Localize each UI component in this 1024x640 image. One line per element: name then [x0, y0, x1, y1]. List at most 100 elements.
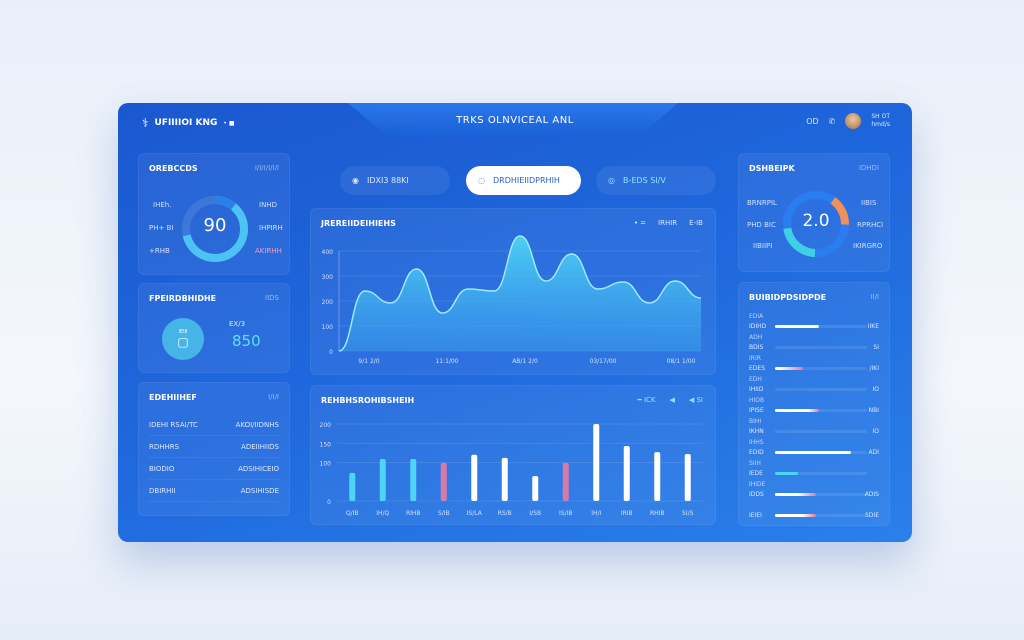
progress-item[interactable]: HIOB IPISE NBI	[749, 397, 879, 417]
y-tick-label: 300	[322, 274, 334, 281]
row-label: IDEHI RSAI/TC	[149, 421, 198, 429]
bar	[562, 462, 569, 501]
donut-label: PH+ BI	[149, 224, 174, 232]
panel-extra: I/I/I/I/I/I	[254, 164, 279, 172]
progress-sub: BIHI	[749, 418, 762, 425]
tab-label: DRDHIEIIDPRHIH	[492, 176, 560, 185]
panel-extra: I/I/I	[268, 393, 279, 401]
legend-item[interactable]: ◀	[669, 396, 675, 404]
panel-title: DSHBEIPK	[749, 164, 795, 173]
x-tick-label: 03/17/00	[590, 358, 617, 365]
x-tick-label: IH/Q	[376, 510, 389, 517]
x-tick-label: SI/S	[682, 510, 694, 517]
progress-item[interactable]: ADH BDIS SI	[749, 334, 879, 354]
progress-item[interactable]: IRIR EDES /IKI	[749, 355, 879, 375]
progress-track	[775, 430, 867, 433]
brand[interactable]: ⚕ UFIIIIOI KNG • ■	[142, 116, 235, 130]
brand-dot: • ■	[223, 119, 235, 127]
donut-label: IHPIRH	[259, 224, 283, 232]
legend-item[interactable]: IRHIR	[658, 219, 678, 227]
bar	[654, 452, 661, 501]
user-name: SH OT	[871, 113, 890, 120]
progress-value: NBI	[868, 407, 879, 414]
x-tick-label: I/SB	[529, 510, 541, 517]
progress-label: IPISE	[749, 407, 764, 414]
progress-label: EDID	[749, 449, 764, 456]
row-label: DBIRHII	[149, 487, 176, 495]
bar	[440, 462, 447, 501]
y-tick-label: 150	[320, 441, 332, 448]
progress-track	[775, 388, 867, 391]
progress-item[interactable]: IEIEI SDIE	[749, 502, 879, 522]
x-tick-label: IS/LA	[467, 510, 483, 517]
progress-item[interactable]: IHHS EDID ADI	[749, 439, 879, 459]
list-item[interactable]: RDHHRS ADEIIHIIDS	[149, 443, 279, 458]
bar	[684, 454, 691, 501]
chart-title: REHBHSROHIBSHEIH	[321, 396, 415, 405]
list-item[interactable]: IDEHI RSAI/TC AKOI/IIDNHS	[149, 421, 279, 436]
progress-track	[775, 451, 867, 454]
progress-label: IDDS	[749, 491, 764, 498]
x-tick-label: RHIB	[650, 510, 665, 517]
progress-item[interactable]: EDH IHIID IO	[749, 376, 879, 396]
series-line	[338, 235, 702, 352]
progress-label: EDES	[749, 365, 766, 372]
progress-item[interactable]: SIIH IEDE	[749, 460, 879, 480]
x-tick-label: 11:1/00	[435, 358, 458, 365]
x-tick-label: RIHB	[406, 510, 421, 517]
progress-value: IO	[872, 428, 880, 435]
progress-value: ADI	[868, 449, 880, 456]
donut-label: RPRHCI	[857, 221, 884, 229]
progress-item[interactable]: BIHI IKHN IO	[749, 418, 879, 438]
display-icon[interactable]: OD	[806, 116, 819, 126]
progress-fill	[775, 451, 852, 454]
panel-extra: IIDS	[265, 294, 279, 302]
progress-value: IIKE	[867, 323, 879, 330]
donut-label: IIBIIPI	[753, 242, 773, 250]
avatar[interactable]	[845, 113, 862, 129]
legend-item[interactable]: • =	[633, 219, 647, 227]
legend-item[interactable]: ◀ SI	[688, 396, 703, 404]
row-value: ADEIIHIIDS	[241, 443, 279, 451]
bar	[532, 475, 539, 501]
progress-track	[775, 325, 867, 328]
list-item[interactable]: DBIRHII ADSIHISDE	[149, 487, 279, 502]
tab-label: IDXI3 88KI	[366, 176, 409, 185]
progress-item[interactable]: IHIDE IDDS ADIS	[749, 481, 879, 501]
bar	[471, 454, 478, 501]
y-tick-label: 200	[322, 299, 334, 306]
refresh-icon: ◌	[478, 176, 485, 185]
status-badge[interactable]: IEIII ▢	[162, 318, 204, 360]
progress-track	[775, 367, 867, 370]
progress-item[interactable]: EDIA IDIHD IIKE	[749, 313, 879, 333]
panel-title: FPEIRDBHIDHE	[149, 294, 217, 303]
donut-label: IKIRGRO	[853, 242, 883, 250]
tab-2[interactable]: ◌ DRDHIEIIDPRHIH	[466, 166, 581, 195]
donut-chart	[783, 191, 849, 257]
progress-label: IDIHD	[749, 323, 767, 330]
dashboard-window: ⚕ UFIIIIOI KNG • ■ TRKS OLNVICEAL ANL OD…	[118, 103, 912, 542]
progress-value: SI	[873, 344, 879, 351]
y-tick-label: 400	[322, 249, 334, 256]
bar	[501, 457, 508, 501]
brand-name: UFIIIIOI KNG	[154, 118, 218, 128]
list-item[interactable]: BIODIO ADSIHICEIO	[149, 465, 279, 480]
area-chart-panel: JREREIIDEIHIEHS • = IRHIR E-IB 0 100 200 30…	[310, 208, 716, 375]
legend-item[interactable]: ━ ICK	[637, 396, 656, 404]
right-donut-panel: DSHBEIPK IDHDI 2.0 BRNRPIL PHD BIC IIBII…	[738, 153, 890, 272]
area-fill	[339, 236, 701, 351]
tab-3[interactable]: ◎ B-EDS SI/V	[596, 166, 716, 195]
donut-label: PHD BIC	[747, 221, 776, 229]
header-decoration	[348, 103, 678, 137]
legend-item[interactable]: E-IB	[689, 219, 703, 227]
panel-extra: II/I	[870, 293, 879, 301]
bar	[593, 424, 600, 501]
donut-label: INHD	[259, 201, 277, 209]
tab-1[interactable]: ◉ IDXI3 88KI	[340, 166, 450, 195]
donut-label: +RHB	[149, 247, 170, 255]
x-tick-label: Q/IB	[346, 510, 359, 517]
progress-fill	[775, 325, 820, 328]
x-tick-label: RS/B	[498, 510, 512, 517]
phone-icon[interactable]: ✆	[828, 116, 836, 126]
donut-label: IHEh.	[153, 201, 172, 209]
